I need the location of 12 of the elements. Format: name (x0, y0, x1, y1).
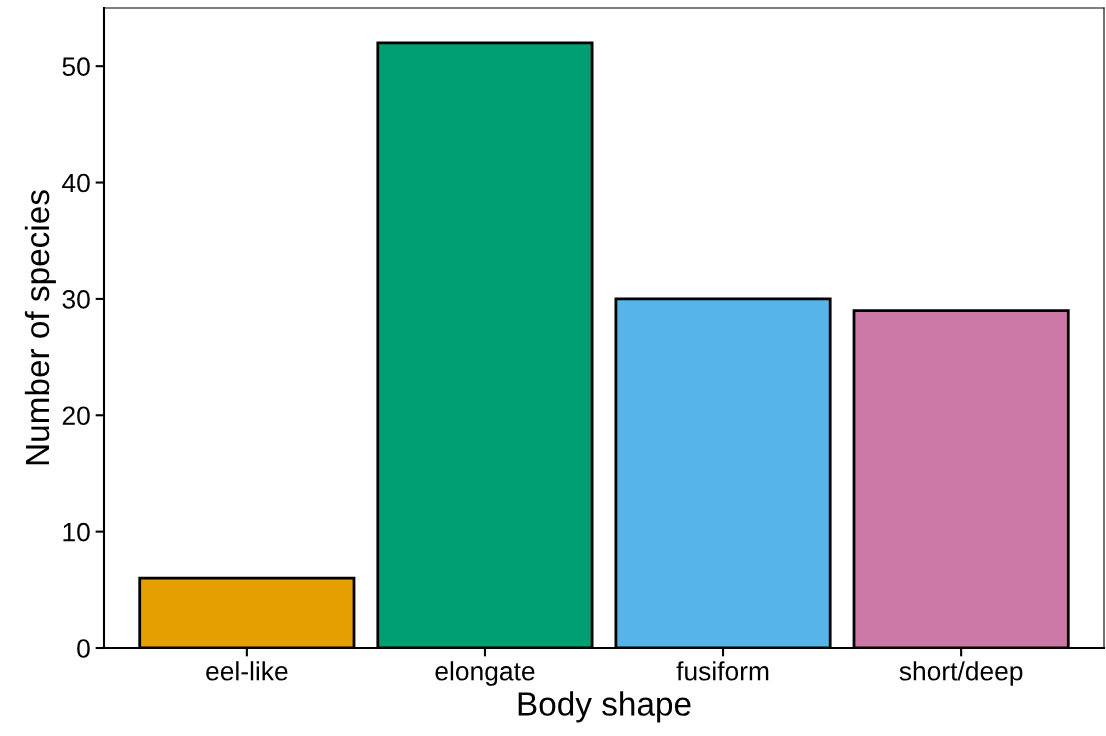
x-tick-label: elongate (435, 661, 535, 686)
y-tick-label: 30 (62, 290, 90, 309)
y-tick-label: 0 (77, 639, 90, 658)
y-tick-label: 10 (63, 522, 90, 542)
x-axis-title: Body shape (518, 691, 691, 723)
x-tick-label: eel-like (206, 661, 288, 681)
y-tick-label: 20 (62, 406, 90, 426)
y-tick-label: 40 (62, 173, 90, 193)
y-axis-title: Number of species (24, 190, 56, 465)
y-tick-label: 50 (62, 57, 90, 76)
x-tick-label: short/deep (899, 661, 1023, 686)
x-tick-label: fusiform (676, 661, 769, 681)
